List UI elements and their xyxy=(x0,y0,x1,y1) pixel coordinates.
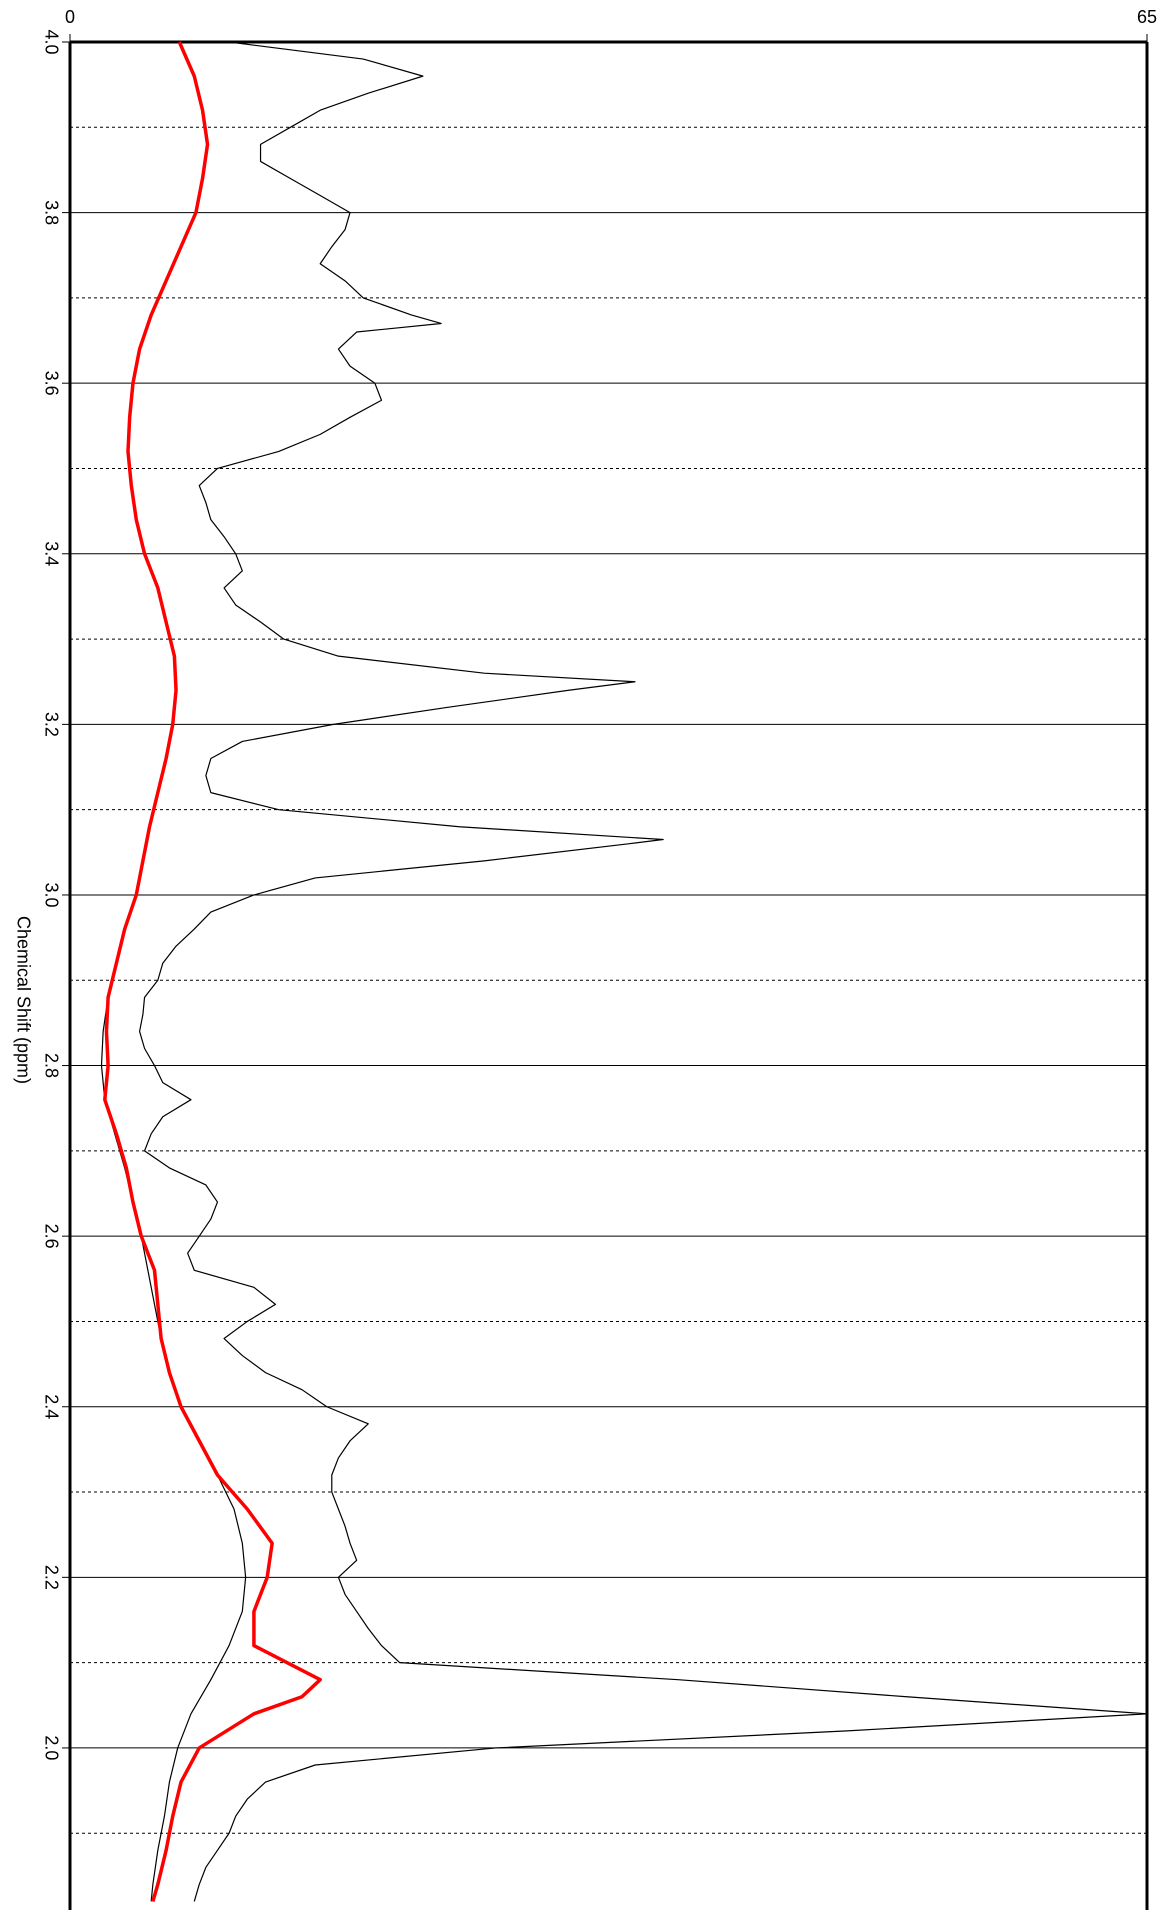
y-axis-title: Chemical Shift (ppm) xyxy=(13,916,33,1084)
y-tick-label: 2.8 xyxy=(41,1053,61,1078)
y-tick-label: 2.4 xyxy=(41,1394,61,1419)
y-tick-label: 2.2 xyxy=(41,1565,61,1590)
x-tick-label: 0 xyxy=(65,7,75,27)
y-tick-label: 3.6 xyxy=(41,371,61,396)
y-tick-label: 4.0 xyxy=(41,29,61,54)
y-tick-label: 3.4 xyxy=(41,541,61,566)
spectrum-line xyxy=(138,41,1148,1902)
y-tick-label: 2.0 xyxy=(41,1735,61,1760)
spectrum-line xyxy=(100,41,247,1902)
y-tick-label: 3.8 xyxy=(41,200,61,225)
x-tick-label: 65 xyxy=(1137,7,1157,27)
y-tick-label: 3.0 xyxy=(41,882,61,907)
y-tick-label: 3.2 xyxy=(41,712,61,737)
y-tick-label: 2.6 xyxy=(41,1224,61,1249)
spectrum-line xyxy=(103,41,322,1902)
